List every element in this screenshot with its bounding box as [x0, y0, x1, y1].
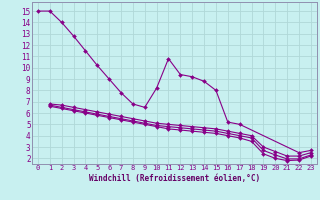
- X-axis label: Windchill (Refroidissement éolien,°C): Windchill (Refroidissement éolien,°C): [89, 174, 260, 183]
